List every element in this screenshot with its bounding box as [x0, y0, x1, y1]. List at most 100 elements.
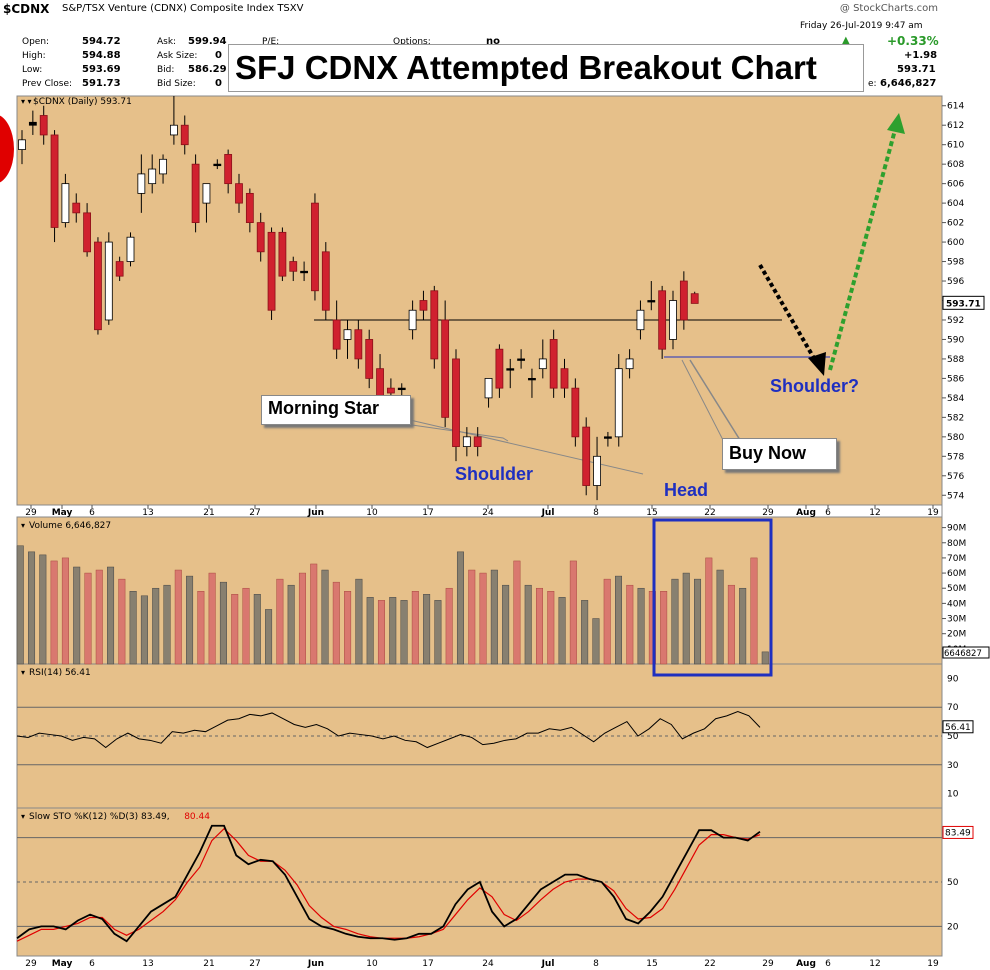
candle-body	[386, 387, 395, 394]
chart-header: $CDNX S&P/TSX Venture (CDNX) Composite I…	[0, 0, 990, 18]
down-arrowhead-icon	[808, 352, 826, 376]
volume-bar	[682, 572, 690, 665]
volume-bar	[140, 595, 148, 665]
volume-tick-label: 30M	[947, 615, 966, 625]
volume-bar	[558, 597, 566, 665]
candle-body	[115, 261, 124, 277]
x-tick-label: 12	[869, 508, 880, 518]
volume-bar	[208, 572, 216, 665]
candle-body	[104, 241, 113, 321]
sto-tick-label: 20	[947, 922, 959, 932]
bid-size-label: Bid Size:	[157, 79, 196, 89]
header-strip	[0, 0, 990, 18]
morning-star-pointer	[404, 423, 509, 442]
x-tick-label: 17	[422, 508, 433, 518]
ask-label: Ask:	[157, 37, 177, 47]
low-value: 593.69	[82, 64, 121, 75]
price-panel-legend: $CDNX (Daily) 593.71	[33, 97, 132, 107]
volume-bar	[16, 545, 24, 665]
candle-body	[484, 378, 493, 399]
candle-body	[61, 183, 70, 223]
volume-bar	[445, 587, 453, 665]
price-tick-label: 596	[947, 277, 964, 287]
panel-arrow-icon: ▾	[21, 521, 25, 530]
volume-bar	[355, 578, 363, 665]
morning-star-callout: Morning Star	[261, 395, 411, 425]
candle-body	[506, 368, 515, 371]
volume-bar	[219, 581, 227, 665]
candle-body	[256, 222, 265, 253]
price-tick-label: 592	[947, 316, 964, 326]
rsi-last-tag: 56.41	[945, 723, 971, 733]
volume-tick-label: 20M	[947, 630, 966, 640]
candle-body	[517, 358, 525, 361]
x-tick-label: 24	[482, 508, 494, 518]
sto-last-box	[942, 825, 974, 839]
volume-bar	[129, 591, 137, 665]
candle-body	[137, 173, 146, 194]
candle-body	[18, 139, 26, 150]
volume-tick-label: 60M	[947, 569, 966, 579]
x-tick-label: 29	[25, 508, 37, 518]
volume-panel-bg	[16, 516, 943, 665]
price-tick-label: 588	[947, 355, 964, 365]
x-tick-label: 29	[762, 508, 774, 518]
candle-body	[528, 378, 536, 381]
volume-tick-label: 80M	[947, 539, 966, 549]
rsi-line	[16, 710, 761, 749]
candle-body	[39, 115, 48, 136]
volume-last-tag: 6646827	[944, 649, 982, 659]
prev-close-label: Prev Close:	[22, 79, 73, 89]
x-tick-label: 12	[869, 959, 880, 969]
volume-bar	[39, 554, 47, 665]
volume-highlight-box	[652, 518, 773, 677]
candle-body	[462, 436, 471, 447]
panel-arrow-icon: ▾	[21, 812, 25, 821]
last-price-tag: 593.71	[946, 299, 981, 309]
shoulder-right-label: Shoulder?	[770, 376, 859, 396]
candle-body	[224, 154, 233, 185]
volume-bar	[727, 584, 735, 665]
candle-body	[300, 270, 309, 274]
volume-tick-label: 50M	[947, 584, 966, 594]
prev-close-value: 591.73	[82, 78, 121, 89]
volume-bar	[163, 584, 171, 665]
volume-bar	[152, 587, 160, 665]
morning-star-pointer	[409, 419, 644, 475]
x-tick-label: 8	[593, 508, 599, 518]
date-line: Friday 26-Jul-2019 9:47 am	[800, 21, 923, 31]
ask-size-value: 0	[215, 50, 222, 61]
price-tick-label: 578	[947, 452, 964, 462]
price-tick-label: 580	[947, 433, 964, 443]
volume-bar	[253, 594, 261, 665]
candle-body	[343, 329, 352, 340]
projection-down-arrow	[758, 263, 817, 362]
candle-body	[267, 231, 276, 311]
bid-value: 586.29	[188, 64, 227, 75]
candle-body	[614, 368, 623, 438]
pct-change: +0.33%	[887, 34, 939, 48]
price-tick-label: 598	[947, 258, 964, 268]
chart-title: SFJ CDNX Attempted Breakout Chart	[228, 44, 864, 92]
candle-body	[397, 387, 406, 391]
candle-body	[582, 426, 591, 486]
index-name-text: S&P/TSX Venture (CDNX) Composite Index	[62, 3, 275, 14]
candle-body	[311, 202, 319, 292]
volume-bar	[186, 575, 194, 665]
x-tick-label: 24	[482, 959, 494, 969]
shoulder-left-label: Shoulder	[455, 464, 534, 484]
x-tick-label: 27	[249, 959, 260, 969]
volume-bar	[705, 557, 713, 665]
open-value: 594.72	[82, 36, 121, 47]
volume-panel-legend: Volume 6,646,827	[29, 521, 111, 531]
x-tick-label: 13	[142, 508, 153, 518]
candle-body	[538, 358, 547, 370]
x-tick-label: 10	[366, 959, 378, 969]
candle-body	[473, 436, 482, 447]
last-price: 593.71	[897, 64, 936, 75]
candle-body	[549, 339, 558, 389]
high-value: 594.88	[82, 50, 121, 61]
x-tick-label: 6	[89, 508, 95, 518]
volume-bar	[231, 594, 239, 665]
exchange-label: TSXV	[277, 3, 304, 14]
